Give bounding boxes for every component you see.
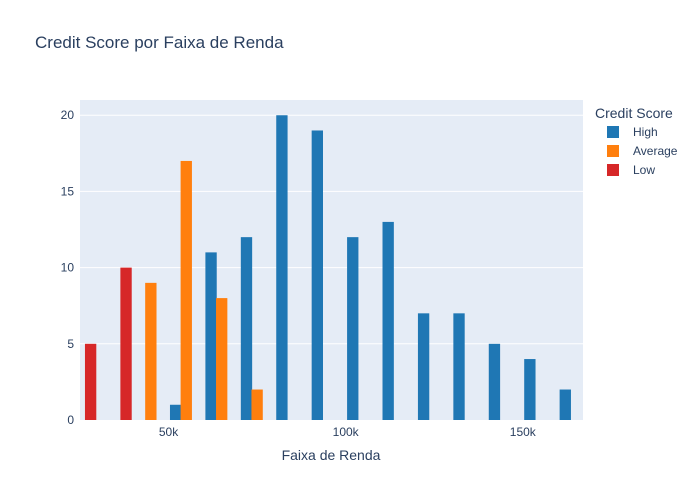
bar-high[interactable]	[169, 404, 182, 420]
bar-high[interactable]	[347, 237, 359, 420]
bar-average[interactable]	[216, 298, 228, 420]
tick-layer: 0 5 10 15 20 50k 100k 150k	[61, 108, 537, 439]
bar-average[interactable]	[251, 389, 263, 420]
bar-high[interactable]	[382, 221, 394, 420]
x-tick-label: 150k	[510, 425, 537, 439]
y-tick-label: 20	[61, 108, 75, 122]
bar-low[interactable]	[84, 343, 97, 420]
x-tick-label: 100k	[333, 425, 360, 439]
bar-high[interactable]	[488, 343, 501, 420]
bar-high[interactable]	[311, 130, 323, 420]
x-tick-label: 50k	[159, 425, 179, 439]
x-axis-title: Faixa de Renda	[282, 447, 381, 463]
y-tick-label: 15	[61, 184, 75, 198]
bar-high[interactable]	[240, 237, 253, 420]
y-tick-label: 0	[67, 413, 74, 427]
bar-layer	[84, 115, 571, 420]
y-tick-label: 5	[67, 337, 74, 351]
bar-average[interactable]	[180, 160, 192, 420]
legend-label-average[interactable]: Average	[633, 144, 678, 158]
bar-high[interactable]	[205, 252, 217, 420]
bar-high[interactable]	[417, 313, 430, 420]
bar-high[interactable]	[453, 313, 465, 420]
bar-low[interactable]	[120, 267, 132, 420]
bar-high[interactable]	[276, 115, 288, 420]
legend-swatch-average[interactable]	[607, 145, 619, 157]
bar-high[interactable]	[524, 359, 536, 420]
bar-average[interactable]	[145, 282, 157, 420]
legend-label-high[interactable]: High	[633, 125, 658, 139]
legend-swatch-high[interactable]	[607, 126, 619, 138]
bar-high[interactable]	[559, 389, 571, 420]
legend-title: Credit Score	[595, 105, 673, 121]
legend[interactable]: Credit Score High Average Low	[595, 105, 678, 177]
legend-label-low[interactable]: Low	[633, 163, 655, 177]
legend-swatch-low[interactable]	[607, 164, 619, 176]
chart-title: Credit Score por Faixa de Renda	[35, 33, 284, 52]
y-tick-label: 10	[61, 261, 75, 275]
